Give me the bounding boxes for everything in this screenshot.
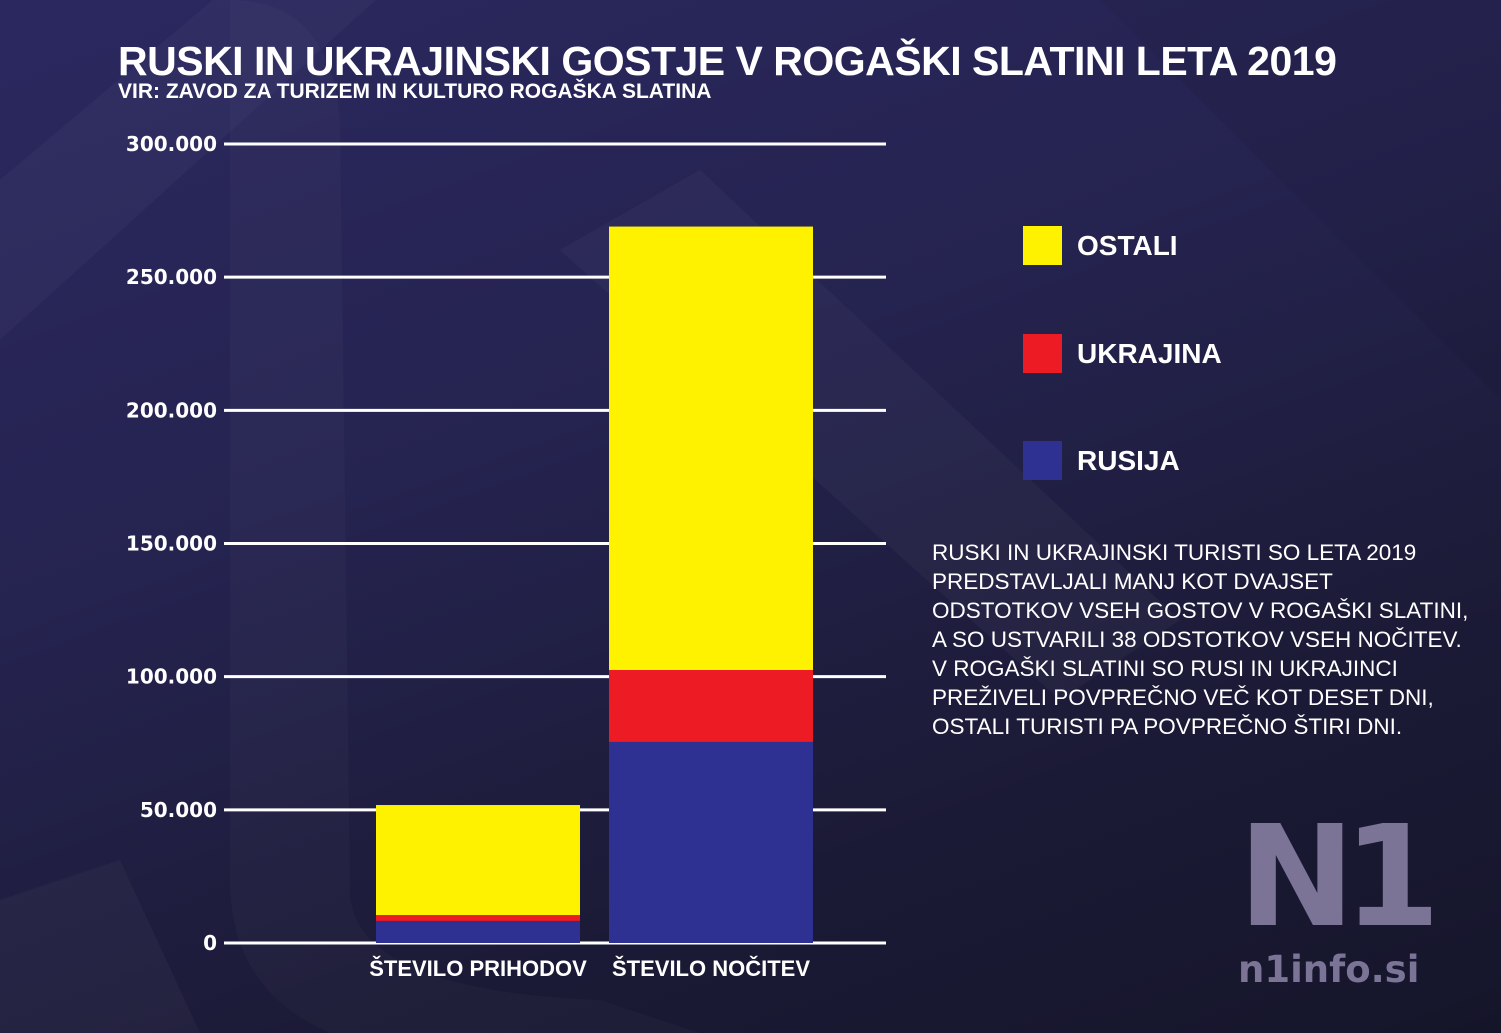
legend-item-rusija: RUSIJA bbox=[1023, 441, 1180, 480]
note-line: PREDSTAVLJALI MANJ KOT DVAJSET bbox=[932, 569, 1333, 594]
annotation-note: RUSKI IN UKRAJINSKI TURISTI SO LETA 2019… bbox=[932, 538, 1472, 741]
y-tick-label: 200.000 bbox=[126, 398, 217, 422]
note-line: A SO USTVARILI 38 ODSTOTKOV VSEH NOČITEV… bbox=[932, 627, 1462, 652]
note-line: PREŽIVELI POVPREČNO VEČ KOT DESET DNI, bbox=[932, 685, 1434, 710]
legend-label-ukrajina: UKRAJINA bbox=[1077, 337, 1222, 369]
legend-swatch-rusija bbox=[1023, 441, 1062, 480]
legend-item-ostali: OSTALI bbox=[1023, 226, 1178, 265]
x-category-label: ŠTEVILO NOČITEV bbox=[612, 956, 810, 981]
y-tick-label: 0 bbox=[203, 931, 217, 955]
legend-swatch-ukrajina bbox=[1023, 334, 1062, 373]
legend-label-ostali: OSTALI bbox=[1077, 229, 1178, 261]
bar-segment-ostali bbox=[376, 805, 580, 916]
note-line: OSTALI TURISTI PA POVPREČNO ŠTIRI DNI. bbox=[932, 714, 1403, 739]
bar-segment-ostali bbox=[609, 226, 813, 671]
y-tick-label: 300.000 bbox=[126, 132, 217, 156]
bar-segment-ukrajina bbox=[609, 670, 813, 742]
bar-segment-rusija bbox=[609, 741, 813, 943]
bar-segment-rusija bbox=[376, 920, 580, 943]
legend-item-ukrajina: UKRAJINA bbox=[1023, 334, 1222, 373]
note-line: ODSTOTKOV VSEH GOSTOV V ROGAŠKI SLATINI, bbox=[932, 598, 1469, 623]
chart-subtitle: VIR: ZAVOD ZA TURIZEM IN KULTURO ROGAŠKA… bbox=[118, 80, 712, 103]
y-tick-label: 250.000 bbox=[126, 265, 217, 289]
y-tick-label: 50.000 bbox=[140, 798, 217, 822]
bars bbox=[376, 226, 813, 943]
n1-logo: N1 n1info.si bbox=[1238, 796, 1441, 992]
logo-mark: N1 bbox=[1238, 796, 1441, 959]
legend-swatch-ostali bbox=[1023, 226, 1062, 265]
note-line: V ROGAŠKI SLATINI SO RUSI IN UKRAJINCI bbox=[932, 656, 1398, 681]
note-line: RUSKI IN UKRAJINSKI TURISTI SO LETA 2019 bbox=[932, 540, 1417, 565]
y-tick-label: 100.000 bbox=[126, 665, 217, 689]
logo-url: n1info.si bbox=[1238, 948, 1420, 991]
x-category-label: ŠTEVILO PRIHODOV bbox=[369, 956, 587, 981]
y-tick-label: 150.000 bbox=[126, 532, 217, 556]
legend-label-rusija: RUSIJA bbox=[1077, 444, 1180, 476]
bar-segment-ukrajina bbox=[376, 915, 580, 921]
chart-title: RUSKI IN UKRAJINSKI GOSTJE V ROGAŠKI SLA… bbox=[118, 38, 1337, 84]
x-axis-labels: ŠTEVILO PRIHODOV ŠTEVILO NOČITEV bbox=[369, 956, 810, 981]
y-axis-ticks: 0 50.000 100.000 150.000 200.000 250.000 300.0… bbox=[126, 132, 217, 955]
